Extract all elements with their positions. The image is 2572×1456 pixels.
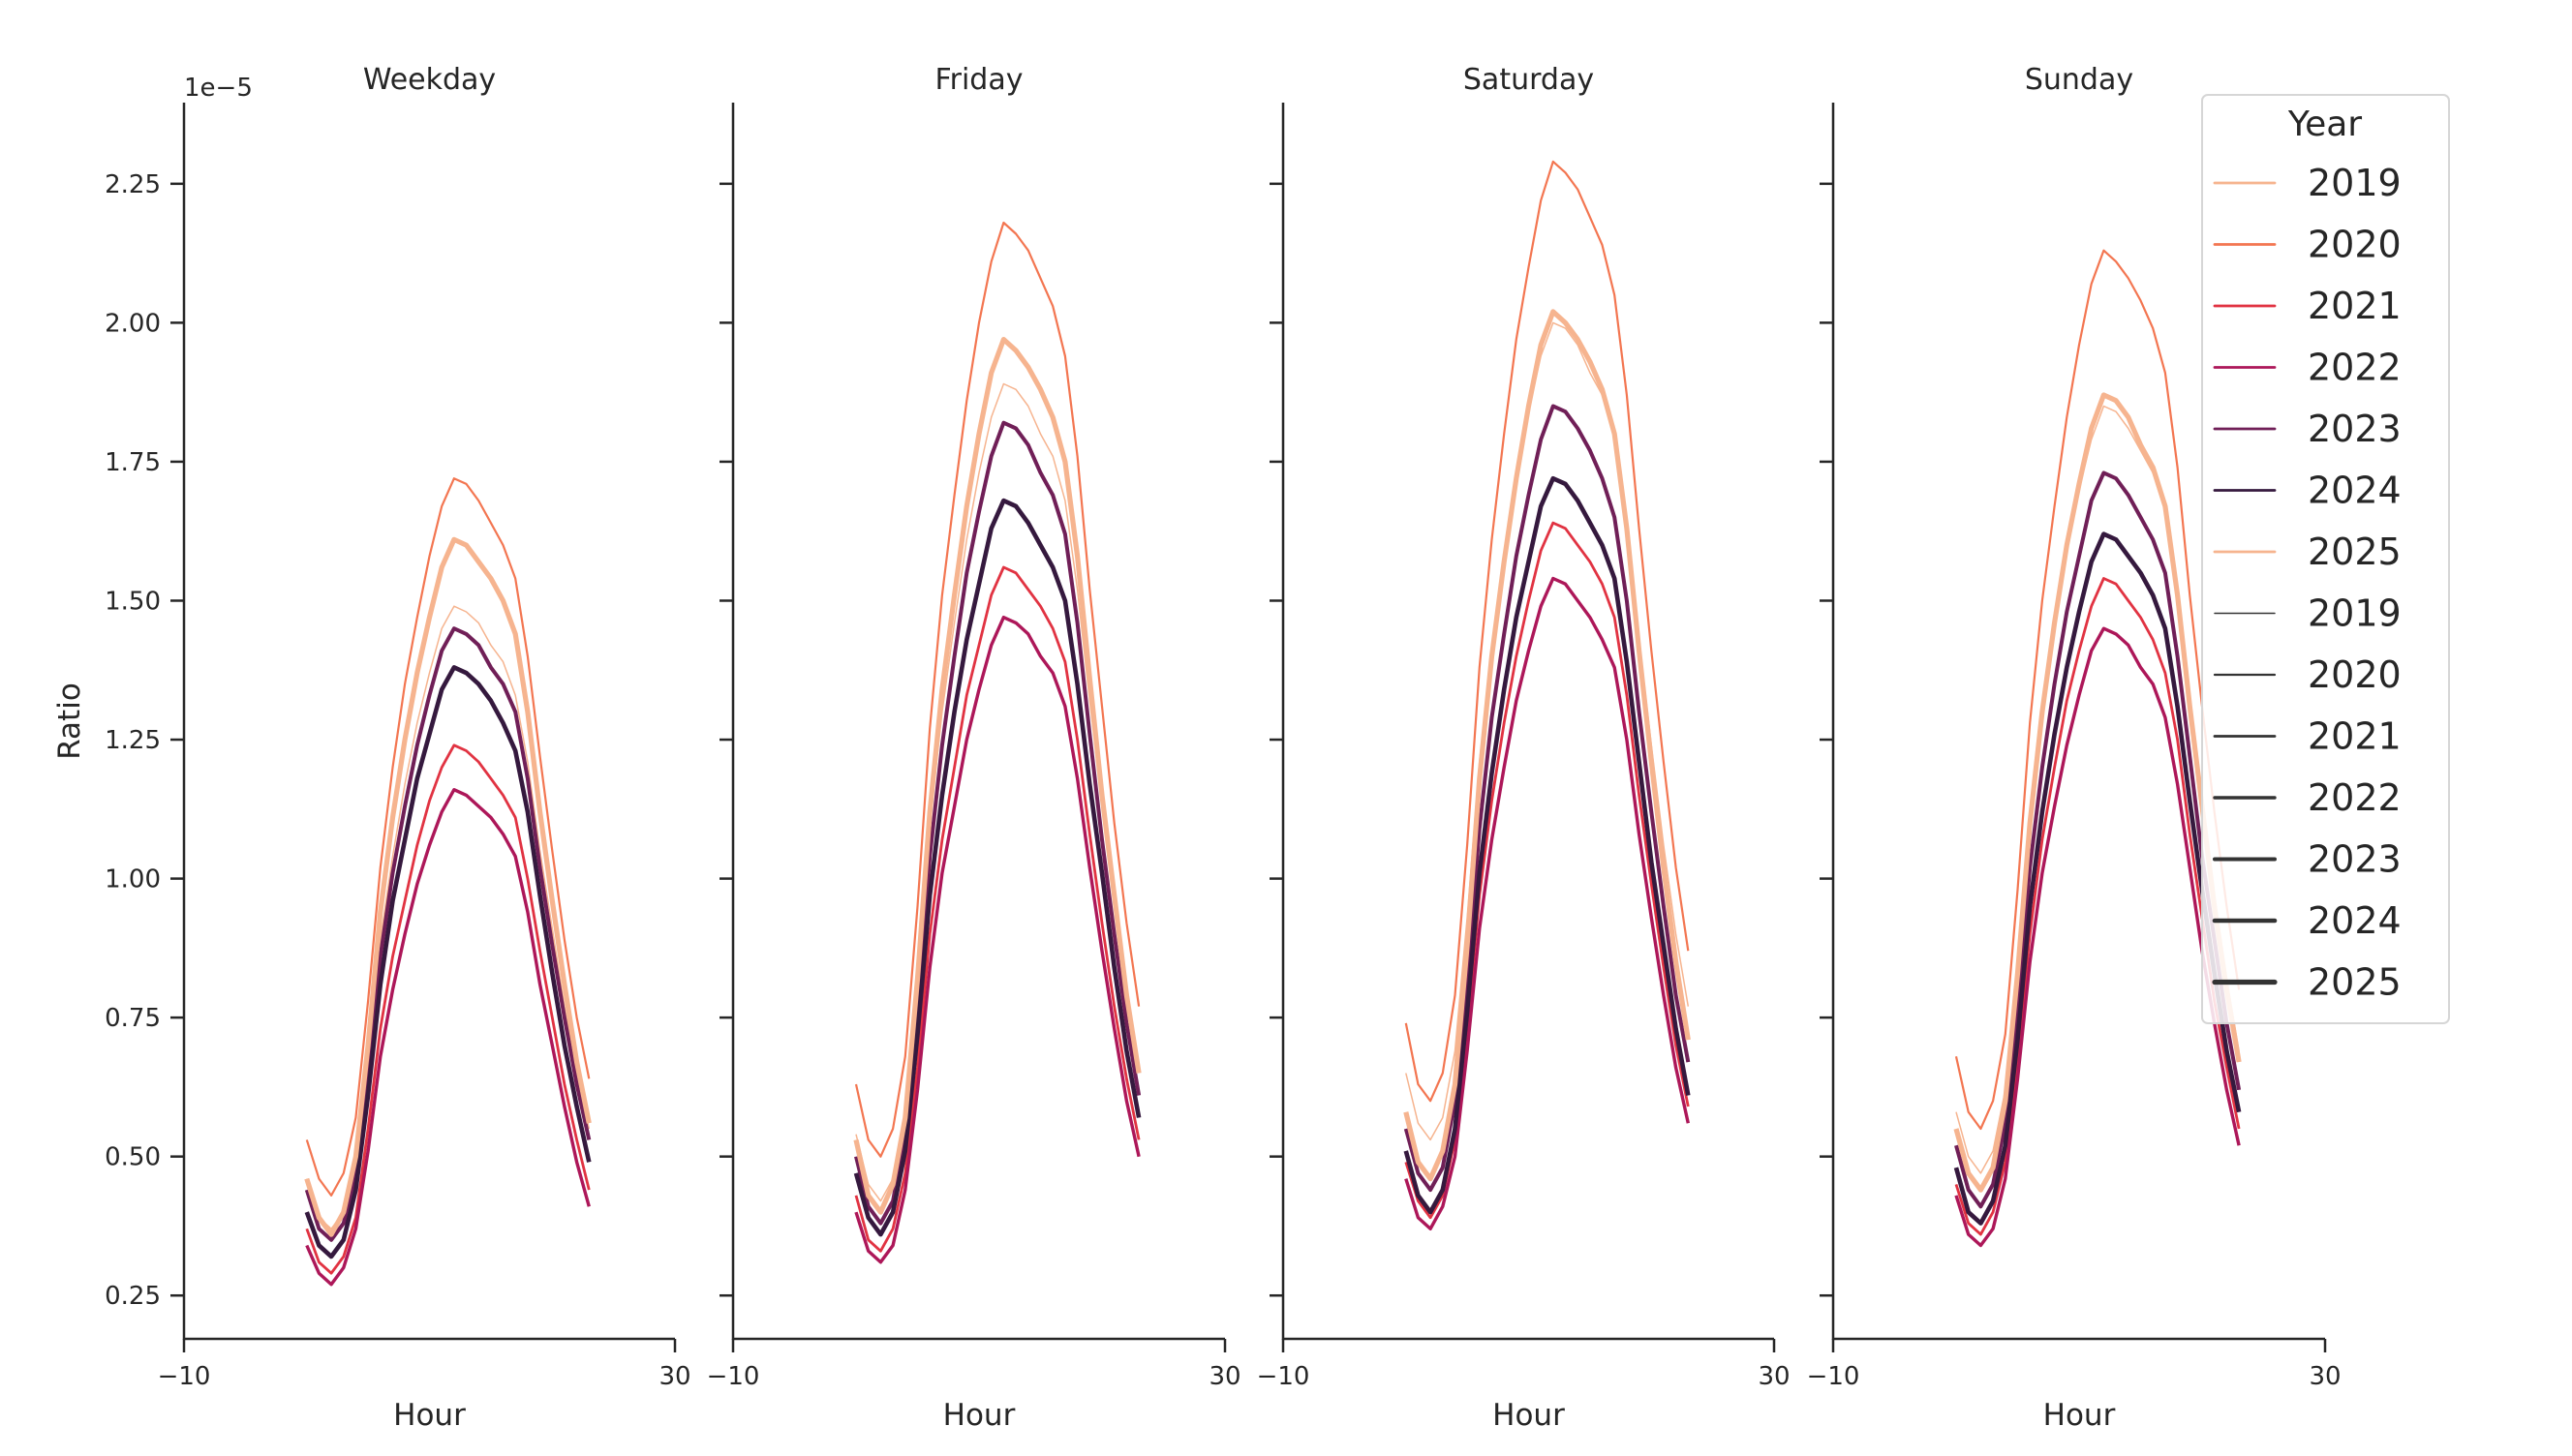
series-line-sunday-2020 <box>1954 249 2241 1131</box>
series-line-friday-2022 <box>854 616 1141 1264</box>
x-tick-label: −10 <box>707 1362 760 1391</box>
panel-title: Saturday <box>1463 63 1594 97</box>
y-tick-label: 1.75 <box>105 448 161 477</box>
series-line-friday-2021 <box>854 565 1141 1253</box>
panel-title: Friday <box>935 63 1024 97</box>
legend-label: 2021 <box>2308 715 2402 758</box>
x-tick-label: 30 <box>658 1362 690 1391</box>
series-line-weekday-2021 <box>305 743 591 1275</box>
series-line-saturday-2025 <box>1403 309 1691 1182</box>
legend-label: 2022 <box>2308 347 2402 389</box>
x-tick-label: 30 <box>1209 1362 1240 1391</box>
x-tick-label: −10 <box>1807 1362 1860 1391</box>
legend-label: 2021 <box>2308 285 2402 327</box>
x-tick-label: −10 <box>1257 1362 1310 1391</box>
series-line-sunday-2019 <box>1955 405 2240 1174</box>
series-line-sunday-2022 <box>1954 626 2241 1248</box>
x-axis-label: Hour <box>2043 1398 2116 1433</box>
legend-label: 2023 <box>2308 408 2402 450</box>
legend-label: 2020 <box>2308 224 2402 266</box>
series-line-weekday-2020 <box>305 477 591 1198</box>
y-tick-label: 1.00 <box>105 865 161 895</box>
y-tick-label: 2.00 <box>105 309 161 338</box>
x-axis-label: Hour <box>1492 1398 1565 1433</box>
series-line-sunday-2021 <box>1954 577 2241 1236</box>
legend-label: 2023 <box>2308 838 2402 881</box>
legend-label: 2024 <box>2308 899 2402 942</box>
series-line-friday-2024 <box>853 498 1142 1237</box>
panel-title: Weekday <box>363 63 496 97</box>
series-line-sunday-2023 <box>1954 470 2242 1209</box>
legend-label: 2022 <box>2308 776 2402 819</box>
series-line-friday-2023 <box>854 420 1142 1226</box>
series-line-saturday-2023 <box>1403 404 1691 1193</box>
series-line-weekday-2025 <box>304 536 592 1237</box>
series-line-weekday-2022 <box>305 788 591 1287</box>
legend-label: 2019 <box>2308 162 2402 204</box>
legend-box <box>2201 94 2450 1024</box>
y-tick-label: 0.75 <box>105 1004 161 1033</box>
series-line-saturday-2024 <box>1403 475 1691 1215</box>
y-tick-label: 1.25 <box>105 726 161 755</box>
series-line-friday-2025 <box>853 337 1142 1215</box>
x-axis-label: Hour <box>393 1398 466 1433</box>
x-tick-label: 30 <box>1758 1362 1790 1391</box>
x-axis-label: Hour <box>943 1398 1016 1433</box>
y-tick-label: 0.25 <box>105 1282 161 1311</box>
series-line-sunday-2025 <box>1953 392 2242 1193</box>
series-line-weekday-2024 <box>304 665 592 1259</box>
legend-label: 2019 <box>2308 592 2402 635</box>
legend-label: 2025 <box>2308 531 2402 573</box>
panel-title: Sunday <box>2025 63 2133 97</box>
x-tick-label: −10 <box>158 1362 211 1391</box>
y-tick-label: 2.25 <box>105 170 161 199</box>
legend-label: 2024 <box>2308 470 2402 512</box>
x-tick-label: 30 <box>2309 1362 2341 1391</box>
series-line-sunday-2024 <box>1953 531 2242 1226</box>
series-line-weekday-2023 <box>304 626 592 1242</box>
legend-label: 2025 <box>2308 961 2402 1004</box>
y-offset-label: 1e−5 <box>184 74 253 103</box>
legend-title: Year <box>2287 105 2362 144</box>
legend-label: 2020 <box>2308 653 2402 696</box>
y-axis-label: Ratio <box>52 682 87 760</box>
series-line-saturday-2020 <box>1404 160 1690 1103</box>
y-tick-label: 1.50 <box>105 587 161 616</box>
y-tick-label: 0.50 <box>105 1143 161 1172</box>
series-line-saturday-2022 <box>1404 576 1690 1231</box>
series-line-friday-2020 <box>854 221 1141 1158</box>
